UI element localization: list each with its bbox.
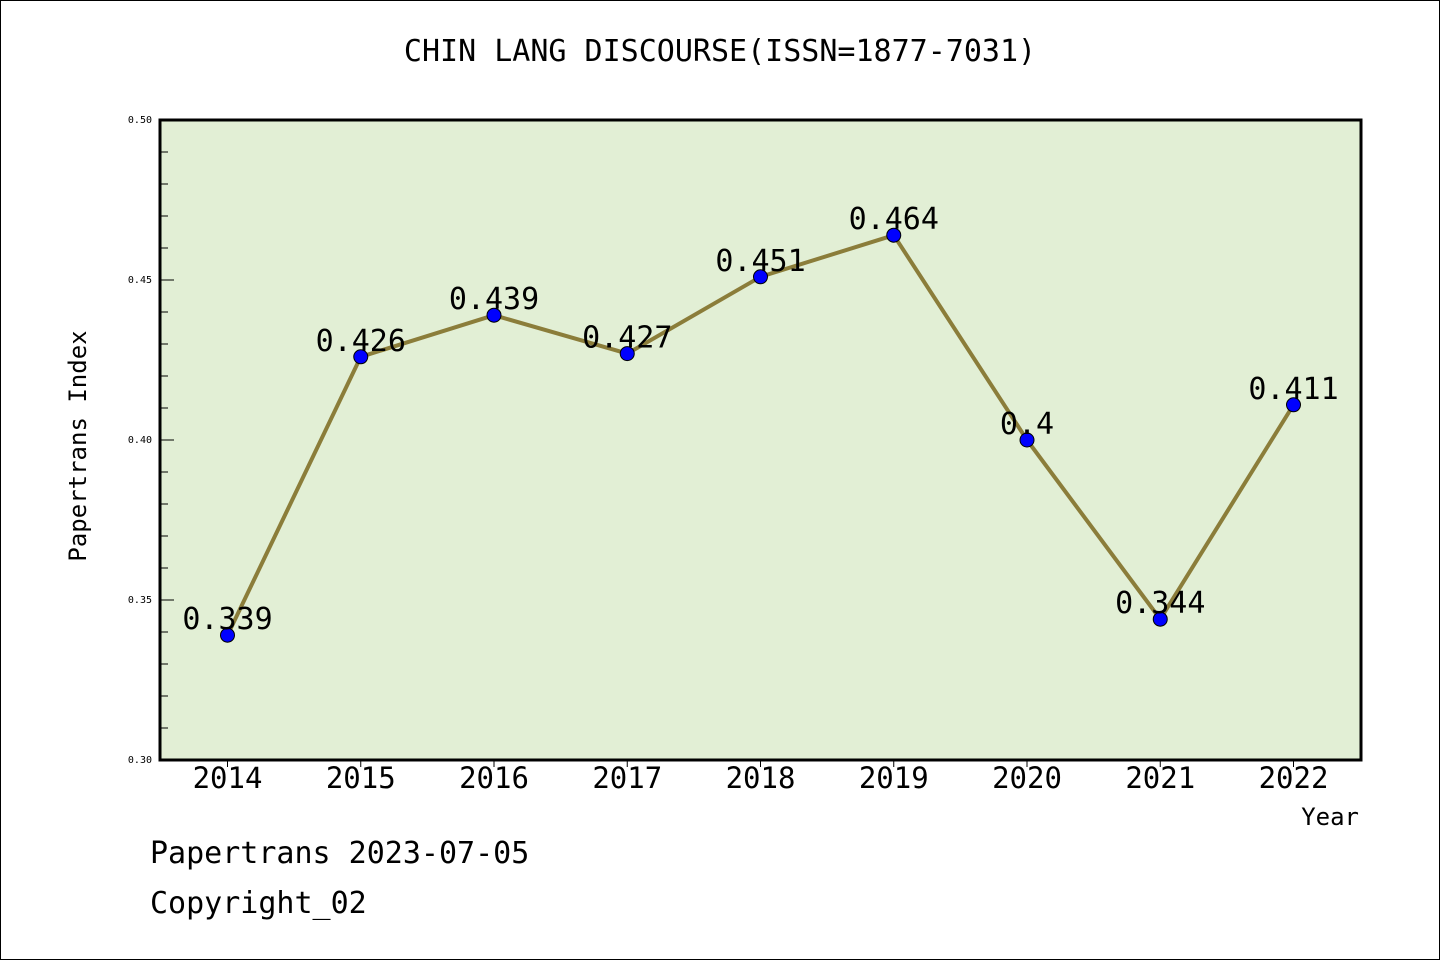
y-tick-label: 0.50 — [128, 115, 152, 126]
data-point — [1152, 611, 1168, 627]
y-axis-ticks: 0.30 0.35 0.40 0.45 0.50 — [128, 115, 174, 766]
data-labels: 0.339 0.426 0.439 0.427 0.451 0.464 0.4 0.344 0.… — [182, 202, 1338, 637]
data-point — [220, 627, 235, 643]
y-tick-label: 0.30 — [128, 755, 152, 766]
y-axis-label: Papertrans Index — [64, 330, 92, 561]
data-label: 0.339 — [182, 602, 272, 637]
x-tick-label: 2022 — [1259, 761, 1329, 795]
x-tick-label: 2017 — [592, 761, 662, 795]
data-point — [753, 269, 768, 285]
data-label: 0.439 — [449, 282, 539, 317]
plot-area — [158, 118, 1363, 762]
x-tick-label: 2019 — [859, 761, 929, 795]
y-tick-label: 0.45 — [128, 275, 152, 286]
data-label: 0.344 — [1115, 586, 1205, 621]
data-point — [486, 307, 502, 323]
data-point — [1286, 397, 1301, 413]
data-point — [619, 346, 635, 362]
data-point — [1019, 432, 1035, 448]
data-point — [886, 227, 902, 243]
data-point — [353, 349, 369, 365]
x-tick-label: 2016 — [459, 761, 529, 795]
y-tick-label: 0.35 — [128, 595, 152, 606]
x-axis-ticks: 2014 2015 2016 2017 2018 2019 2020 2021 2022 — [193, 760, 1329, 795]
data-label: 0.451 — [715, 244, 805, 279]
x-tick-label: 2014 — [193, 761, 263, 795]
chart-title: CHIN LANG DISCOURSE(ISSN=1877-7031) — [403, 34, 1037, 69]
footer-source: Papertrans 2023-07-05 — [150, 836, 530, 871]
x-axis-label: Year — [1301, 803, 1359, 831]
data-label: 0.426 — [316, 324, 406, 359]
x-tick-label: 2015 — [326, 761, 396, 795]
x-tick-label: 2018 — [726, 761, 796, 795]
data-label: 0.411 — [1248, 372, 1338, 407]
data-label: 0.464 — [849, 202, 939, 237]
footer-copyright: Copyright_02 — [150, 886, 367, 921]
y-tick-label: 0.40 — [128, 435, 152, 446]
series-markers — [220, 227, 1301, 643]
x-tick-label: 2020 — [992, 761, 1062, 795]
data-label: 0.4 — [1000, 407, 1054, 442]
data-label: 0.427 — [582, 321, 672, 356]
x-tick-label: 2021 — [1125, 761, 1195, 795]
